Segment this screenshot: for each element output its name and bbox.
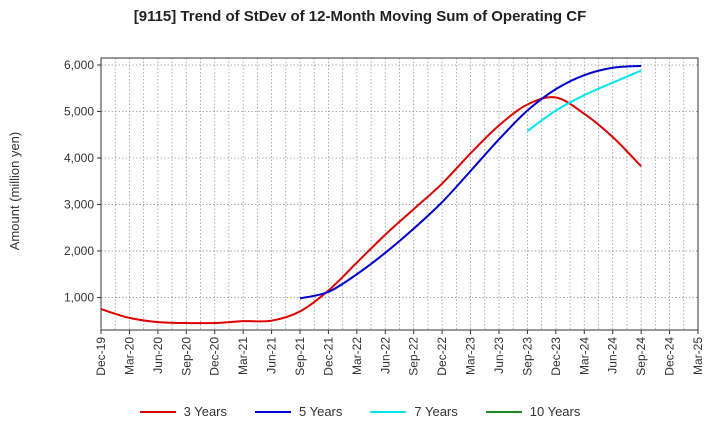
legend-item-7-years: 7 Years: [370, 404, 458, 419]
x-tick-label: Mar-22: [350, 337, 364, 375]
x-tick-label: Dec-21: [321, 337, 335, 376]
legend-item-3-years: 3 Years: [139, 404, 227, 419]
series-line-5-years: [299, 64, 642, 300]
legend-swatch: [370, 410, 407, 413]
x-tick-label: Sep-24: [634, 337, 648, 376]
x-tick-label: Dec-20: [208, 337, 222, 376]
plot-frame: [100, 57, 699, 331]
y-tick-label: 6,000: [64, 58, 94, 72]
legend-swatch: [139, 410, 176, 413]
x-tick-label: Dec-24: [663, 337, 677, 376]
y-tick-label: 3,000: [64, 197, 94, 211]
y-tick-label: 4,000: [64, 151, 94, 165]
x-tick-label: Jun-23: [492, 337, 506, 374]
legend-item-5-years: 5 Years: [255, 404, 342, 419]
legend-label: 7 Years: [414, 404, 458, 419]
x-tick-label: Jun-22: [378, 337, 392, 374]
x-tick-label: Sep-22: [407, 337, 421, 376]
legend-label: 5 Years: [299, 404, 343, 419]
legend-label: 10 Years: [529, 404, 581, 419]
x-tick-label: Mar-24: [577, 337, 591, 375]
y-tick-label: 2,000: [64, 244, 94, 258]
x-tick-label: Jun-24: [606, 337, 620, 374]
series-line-3-years: [100, 96, 642, 325]
legend-item-10-years: 10 Years: [485, 404, 581, 419]
x-tick-label: Sep-20: [179, 337, 193, 376]
legend: 3 Years 5 Years 7 Years 10 Years: [0, 404, 720, 419]
series-line-7-years: [526, 69, 642, 132]
x-tick-label: Mar-25: [691, 337, 705, 375]
x-tick-label: Mar-20: [122, 337, 136, 375]
y-tick-label: 5,000: [64, 104, 94, 118]
x-tick-label: Mar-23: [464, 337, 478, 375]
x-tick-label: Sep-23: [520, 337, 534, 376]
x-axis-ticks: Dec-19 Mar-20 Jun-20 Sep-20 Dec-20 Mar-21 Jun-…: [94, 330, 705, 376]
chart-title: [9115] Trend of StDev of 12-Month Moving…: [133, 8, 587, 25]
x-tick-label: Dec-19: [94, 337, 108, 376]
x-tick-label: Dec-23: [549, 337, 563, 376]
grid-layer: [100, 58, 699, 330]
y-axis-ticks: 1,000 2,000 3,000 4,000 5,000 6,000: [64, 58, 101, 304]
x-tick-label: Jun-20: [151, 337, 165, 374]
series-layer: [100, 64, 642, 325]
legend-swatch: [485, 410, 522, 413]
x-tick-label: Jun-21: [265, 337, 279, 374]
legend-label: 3 Years: [183, 404, 227, 419]
x-tick-label: Dec-22: [435, 337, 449, 376]
x-tick-label: Mar-21: [236, 337, 250, 375]
legend-swatch: [255, 410, 291, 413]
x-tick-label: Sep-21: [293, 337, 307, 376]
y-axis-title: Amount (million yen): [7, 132, 22, 251]
y-tick-label: 1,000: [64, 290, 94, 304]
